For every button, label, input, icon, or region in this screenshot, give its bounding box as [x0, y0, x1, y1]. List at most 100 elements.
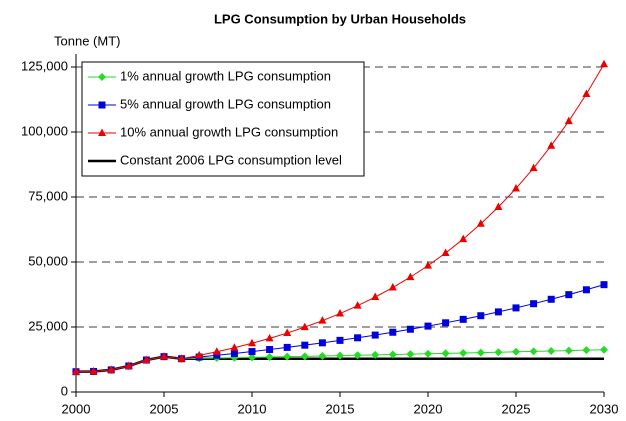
marker — [318, 339, 326, 347]
marker — [265, 333, 274, 342]
x-tick-label: 2025 — [502, 401, 531, 416]
marker — [371, 350, 380, 359]
marker — [512, 347, 520, 356]
legend-label: 1% annual growth LPG consumption — [120, 68, 331, 83]
marker — [353, 351, 362, 360]
marker — [582, 286, 590, 294]
marker — [476, 348, 485, 357]
marker — [195, 350, 204, 359]
marker — [89, 366, 98, 375]
marker — [547, 141, 556, 149]
marker — [336, 336, 344, 344]
marker — [476, 219, 485, 227]
marker — [301, 341, 309, 349]
marker — [318, 351, 327, 360]
marker — [424, 349, 432, 358]
marker — [564, 116, 573, 125]
marker — [477, 312, 485, 320]
marker — [388, 350, 397, 359]
marker — [283, 328, 292, 337]
y-tick-label: 125,000 — [21, 58, 68, 73]
marker — [283, 352, 292, 361]
marker — [230, 343, 239, 351]
marker — [248, 353, 256, 362]
legend-label: 10% annual growth LPG consumption — [120, 124, 338, 139]
legend-label: Constant 2006 LPG consumption level — [120, 152, 342, 167]
marker — [98, 101, 106, 109]
x-tick-label: 2020 — [414, 401, 443, 416]
marker — [98, 73, 106, 81]
legend-label: 5% annual growth LPG consumption — [120, 96, 331, 111]
y-tick-label: 50,000 — [28, 253, 68, 268]
marker — [300, 352, 309, 361]
marker — [529, 163, 538, 172]
marker — [107, 365, 116, 373]
marker — [424, 261, 432, 269]
marker — [388, 283, 397, 291]
marker — [160, 352, 168, 360]
marker — [406, 272, 415, 281]
marker — [300, 322, 309, 331]
marker — [124, 361, 133, 369]
y-tick-label: 25,000 — [28, 318, 68, 333]
y-tick-label: 0 — [61, 383, 68, 398]
marker — [459, 348, 468, 357]
legend-box — [81, 61, 365, 177]
marker — [230, 349, 238, 357]
marker — [177, 354, 186, 362]
marker — [424, 322, 432, 330]
marker — [494, 348, 503, 357]
y-tick-label: 75,000 — [28, 188, 68, 203]
marker — [406, 350, 415, 359]
marker — [336, 351, 344, 360]
marker — [582, 89, 591, 98]
marker — [371, 331, 379, 339]
marker — [529, 347, 538, 356]
marker — [318, 316, 327, 324]
marker — [406, 325, 414, 333]
marker — [547, 346, 556, 355]
x-tick-label: 2015 — [326, 401, 355, 416]
marker — [582, 346, 591, 355]
marker — [547, 295, 555, 303]
marker — [565, 291, 573, 299]
marker — [600, 281, 608, 289]
marker — [353, 301, 362, 309]
x-tick-label: 2030 — [590, 401, 619, 416]
marker — [530, 300, 538, 308]
y-tick-label: 100,000 — [21, 123, 68, 138]
marker — [512, 304, 520, 312]
marker — [442, 319, 450, 327]
marker — [512, 183, 520, 192]
marker — [248, 338, 256, 347]
marker — [600, 59, 608, 68]
x-tick-label: 2005 — [150, 401, 179, 416]
marker — [494, 308, 502, 316]
marker — [98, 128, 106, 136]
marker — [441, 349, 450, 358]
marker — [212, 347, 221, 355]
y-axis-label: Tonne (MT) — [54, 33, 120, 48]
marker — [265, 353, 274, 362]
marker — [142, 355, 151, 364]
marker — [459, 234, 468, 243]
marker — [354, 334, 362, 342]
marker — [266, 346, 274, 354]
marker — [371, 292, 380, 301]
x-tick-label: 2000 — [62, 401, 91, 416]
chart-title: LPG Consumption by Urban Households — [214, 11, 466, 26]
marker — [283, 343, 291, 351]
x-tick-label: 2010 — [238, 401, 267, 416]
marker — [564, 346, 573, 355]
marker — [248, 348, 256, 356]
marker — [600, 345, 608, 354]
marker — [494, 202, 503, 210]
marker — [213, 351, 221, 359]
marker — [441, 248, 450, 256]
marker — [389, 328, 397, 336]
marker — [459, 315, 467, 323]
marker — [336, 309, 344, 317]
marker — [72, 367, 80, 375]
